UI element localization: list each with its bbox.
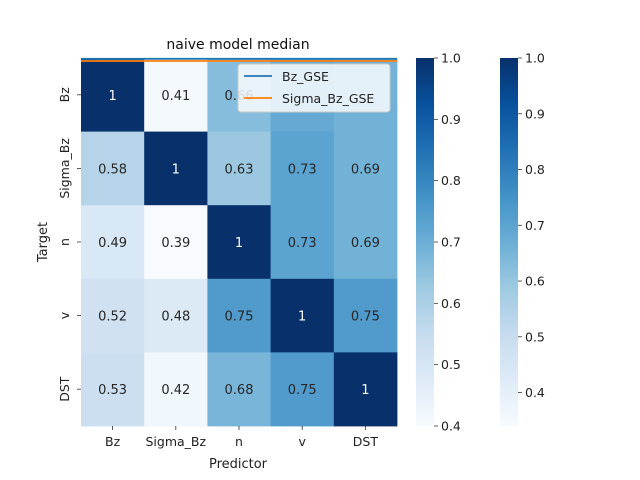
heatmap-cell <box>144 131 208 206</box>
cell-value-label: 0.69 <box>351 162 380 177</box>
y-tick-label: Sigma_Bz <box>57 138 72 199</box>
colorbar-tick-label: 0.5 <box>525 329 545 344</box>
heatmap-cell <box>81 278 145 353</box>
colorbar-tick-label: 0.9 <box>525 106 545 121</box>
colorbar-tick-label: 1.0 <box>525 51 545 66</box>
legend: Bz_GSE Sigma_Bz_GSE <box>237 63 391 113</box>
cell-value-label: 0.75 <box>225 310 254 325</box>
colorbar <box>500 58 518 426</box>
cell-value-label: 0.75 <box>351 310 380 325</box>
colorbar-tick-label: 0.6 <box>441 296 461 311</box>
chart-title: naive model median <box>166 37 309 53</box>
x-axis-label: Predictor <box>209 457 268 472</box>
cell-value-label: 0.75 <box>288 383 317 398</box>
y-tick-label: DST <box>57 376 72 402</box>
cell-value-label: 1 <box>172 162 180 177</box>
heatmap-cell <box>144 205 208 280</box>
heatmap-cell <box>207 352 271 427</box>
cell-value-label: 0.53 <box>98 383 127 398</box>
overlay-lines <box>81 57 397 62</box>
heatmap-cell <box>207 205 271 280</box>
cell-value-label: 1 <box>108 89 116 104</box>
heatmap-cell <box>207 131 271 206</box>
colorbar-tick-label: 0.6 <box>525 274 545 289</box>
heatmap-cell <box>81 352 145 427</box>
y-axis-label: Target <box>36 222 51 263</box>
legend-label: Bz_GSE <box>282 69 329 84</box>
cell-value-label: 1 <box>235 236 243 251</box>
legend-box <box>237 63 391 113</box>
heatmap-cell <box>333 278 398 353</box>
x-axis-ticks: Bz Sigma_Bz n v DST <box>105 426 378 449</box>
heatmap-cell <box>270 205 335 280</box>
colorbar-tick-label: 0.9 <box>441 112 461 127</box>
cell-value-label: 0.41 <box>161 89 190 104</box>
x-tick-label: n <box>235 434 243 449</box>
colorbar-tick-label: 1.0 <box>441 51 461 66</box>
y-tick-label: v <box>57 311 72 319</box>
heatmap-cell <box>333 352 398 427</box>
colorbars: 0.4 0.5 0.6 0.7 0.8 0.9 1.0 0.4 0.5 0.6 0.7 0.8 0.9 1… <box>416 51 545 434</box>
colorbar-tick-label: 0.7 <box>441 235 461 250</box>
x-tick-label: Bz <box>105 434 121 449</box>
cell-value-label: 0.48 <box>161 310 190 325</box>
cell-value-label: 0.39 <box>161 236 190 251</box>
y-tick-label: n <box>57 238 72 246</box>
cell-value-label: 0.58 <box>98 162 127 177</box>
x-tick-label: Sigma_Bz <box>146 434 207 449</box>
colorbar-tick-label: 0.8 <box>525 162 545 177</box>
heatmap-cell <box>270 278 335 353</box>
heatmap-cell <box>144 352 208 427</box>
heatmap-cell <box>333 131 398 206</box>
heatmap-cell <box>270 352 335 427</box>
heatmap-cell-labels: 10.410.660.5810.630.730.690.490.3910.730… <box>98 89 380 398</box>
heatmap-cell <box>333 205 398 280</box>
colorbar-tick-label: 0.4 <box>525 385 545 400</box>
cell-value-label: 0.42 <box>161 383 190 398</box>
heatmap-cell <box>207 278 271 353</box>
colorbar-tick-label: 0.5 <box>441 357 461 372</box>
colorbar-tick-label: 0.7 <box>525 218 545 233</box>
colorbar <box>416 58 434 426</box>
colorbar-tick-label: 0.8 <box>441 173 461 188</box>
cell-value-label: 1 <box>361 383 369 398</box>
colorbar-tick-label: 0.4 <box>441 419 461 434</box>
heatmap-cell <box>81 58 145 132</box>
cell-value-label: 0.68 <box>225 383 254 398</box>
cell-value-label: 0.73 <box>288 236 317 251</box>
x-tick-label: v <box>298 434 306 449</box>
y-tick-label: Bz <box>57 87 72 103</box>
heatmap-cell <box>144 58 208 132</box>
x-tick-label: DST <box>353 434 379 449</box>
cell-value-label: 0.52 <box>98 310 127 325</box>
cell-value-label: 0.69 <box>351 236 380 251</box>
y-axis-ticks: Bz Sigma_Bzn v DST <box>57 87 81 402</box>
legend-label: Sigma_Bz_GSE <box>282 91 374 106</box>
cell-value-label: 1 <box>298 310 306 325</box>
heatmap-cell <box>81 131 145 206</box>
heatmap-cell <box>81 205 145 280</box>
cell-value-label: 0.49 <box>98 236 127 251</box>
cell-value-label: 0.73 <box>288 162 317 177</box>
heatmap-cell <box>144 278 208 353</box>
heatmap-cell <box>270 131 335 206</box>
cell-value-label: 0.63 <box>225 162 254 177</box>
